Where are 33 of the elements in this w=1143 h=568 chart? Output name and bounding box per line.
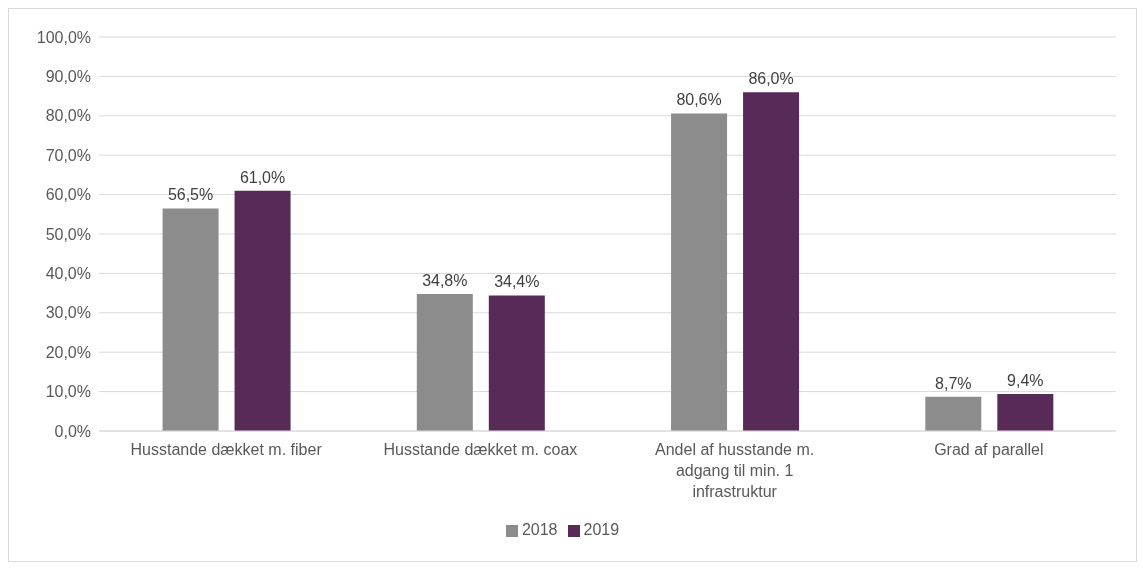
data-label: 34,8% xyxy=(422,271,468,289)
data-label: 34,4% xyxy=(494,273,540,291)
y-tick-label: 0,0% xyxy=(54,422,91,440)
y-tick-label: 80,0% xyxy=(45,107,91,125)
bar xyxy=(234,190,291,431)
x-tick-label: Andel af husstande m. adgang til min. 1 infrastruktur xyxy=(655,441,815,500)
y-tick-label: 30,0% xyxy=(45,304,91,322)
bar xyxy=(162,208,219,431)
y-tick-label: 40,0% xyxy=(45,265,91,283)
x-tick-label: Husstande dækket m. fiber xyxy=(130,441,323,458)
bar xyxy=(416,293,473,431)
y-tick-label: 50,0% xyxy=(45,225,91,243)
legend-label: 2018 xyxy=(521,521,558,538)
data-label: 8,7% xyxy=(935,374,972,392)
bar xyxy=(925,396,982,431)
bar xyxy=(671,113,728,431)
y-tick-label: 20,0% xyxy=(45,343,91,361)
y-tick-label: 60,0% xyxy=(45,186,91,204)
bar xyxy=(997,393,1054,431)
data-label: 61,0% xyxy=(239,168,286,186)
data-label: 9,4% xyxy=(1007,371,1044,389)
legend-label: 2019 xyxy=(583,521,620,538)
y-tick-label: 90,0% xyxy=(45,68,91,86)
bar xyxy=(743,92,800,431)
x-tick-label: Husstande dækket m. coax xyxy=(383,441,578,458)
data-label: 86,0% xyxy=(748,70,794,88)
y-tick-label: 100,0% xyxy=(36,28,91,46)
bar xyxy=(488,295,545,431)
data-label: 80,6% xyxy=(676,91,722,109)
data-label: 56,5% xyxy=(167,186,214,204)
y-tick-label: 70,0% xyxy=(45,146,91,164)
x-tick-label: Grad af parallel xyxy=(934,441,1044,458)
y-tick-label: 10,0% xyxy=(45,383,91,401)
